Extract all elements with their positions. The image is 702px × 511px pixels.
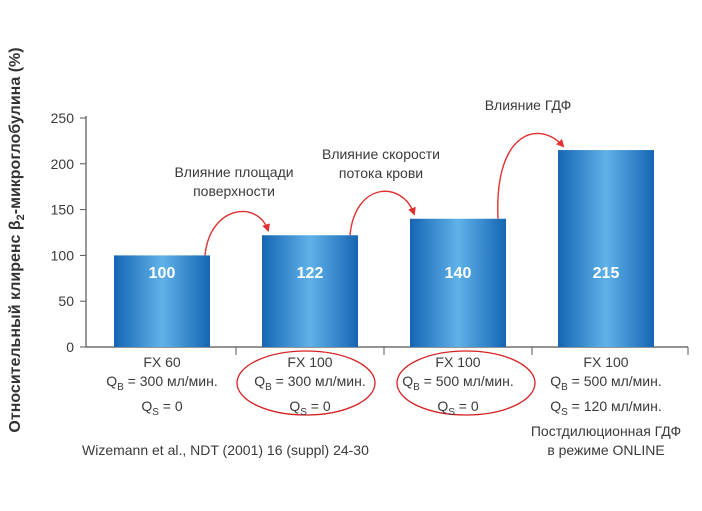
annotation-line: Влияние площади [174,164,294,180]
annotation-text: Влияние площади поверхности [154,163,314,201]
annotation-line: Влияние скорости [321,146,440,162]
annotation-arrow [349,190,416,236]
category-label: FX 100 QB = 300 мл/мин. QS = 0 [220,353,400,422]
qs-line: QS = 0 [289,397,331,418]
highlight-ellipse [236,350,376,416]
y-axis-label: Относительный клиренс β2-микроглобулина … [6,47,28,433]
bar-data-label: 100 [149,265,176,282]
qb-line: QB = 300 мл/мин. [106,372,218,393]
bar [558,150,654,347]
highlight-ellipses [236,350,536,416]
annotation-text: Влияние ГДФ [448,96,608,115]
qs-line: QS = 120 мл/мин. [550,397,662,418]
bar-data-label: 122 [297,265,324,282]
qs-line: QS = 0 [141,397,183,418]
category-label: FX 100 QB = 500 мл/мин. QS = 0 [368,353,548,422]
category-extra-line: Постдилюционная ГДФ [530,423,682,440]
highlight-ellipse [396,350,536,416]
category-name: FX 100 [287,354,333,370]
qb-line: QB = 500 мл/мин. [402,372,514,393]
bar-data-label: 215 [593,265,620,282]
bars: 100 122 140 215 [114,150,654,347]
y-tick-label: 0 [66,339,74,355]
y-tick-label: 250 [51,110,75,126]
category-label: FX 60 QB = 300 мл/мин. QS = 0 [72,353,252,422]
source-citation: Wizemann et al., NDT (2001) 16 (suppl) 2… [82,442,369,458]
y-tick-label: 50 [58,293,74,309]
y-axis-label-wrap: Относительный клиренс β2-микроглобулина … [4,30,30,450]
qb-line: QB = 300 мл/мин. [254,372,366,393]
bar [410,218,506,347]
annotation-line: поверхности [193,183,275,199]
y-tick-label: 100 [51,247,75,263]
annotation-text: Влияние скорости потока крови [301,145,461,183]
y-tick-label: 150 [51,202,75,218]
y-tick-label: 200 [51,156,75,172]
annotation-line: Влияние ГДФ [484,97,572,113]
annotation-arrow [497,132,565,219]
bar [262,235,358,347]
qs-line: QS = 0 [437,397,479,418]
category-name: FX 100 [583,354,629,370]
annotation-arrows [204,132,565,256]
category-name: FX 60 [143,354,181,370]
category-name: FX 100 [435,354,481,370]
bar [114,255,210,347]
annotation-arrow [204,210,270,256]
category-label: FX 100 QB = 500 мл/мин. QS = 120 мл/мин. По… [516,353,696,459]
bar-data-label: 140 [445,265,472,282]
annotation-line: потока крови [338,165,424,181]
category-extra-line: в режиме ONLINE [547,441,665,458]
qb-line: QB = 500 мл/мин. [550,372,662,393]
